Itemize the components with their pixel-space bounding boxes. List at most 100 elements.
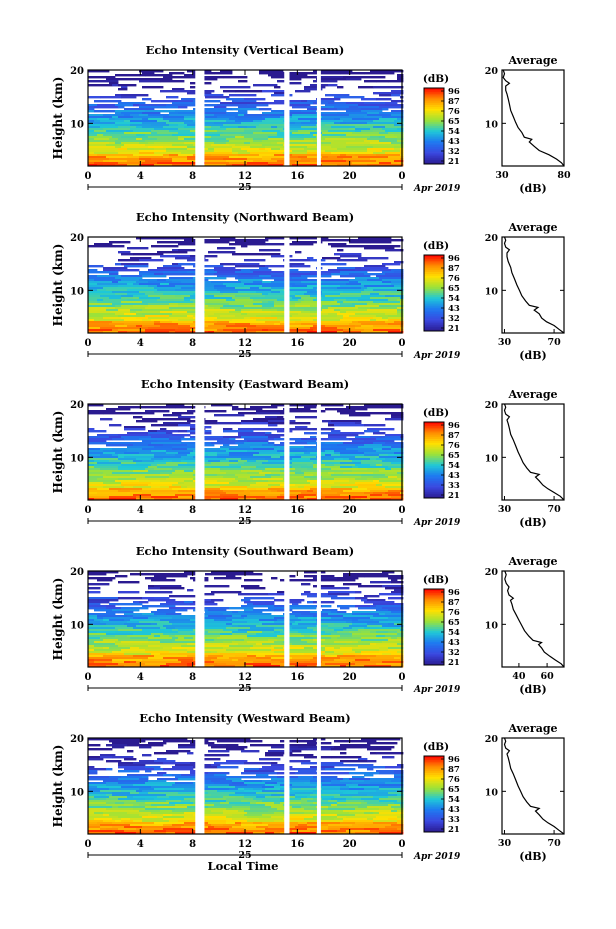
heatmap-cell <box>244 462 263 465</box>
colorbar-tick-label: 32 <box>448 147 460 157</box>
heatmap-cell <box>301 613 329 616</box>
heatmap-cell <box>304 406 317 409</box>
heatmap-cell <box>319 764 350 767</box>
heatmap-cell <box>220 635 227 638</box>
heatmap-cell <box>178 319 206 322</box>
heatmap-cell <box>358 281 383 284</box>
heatmap-cell <box>199 780 212 783</box>
heatmap-cell <box>379 798 404 801</box>
heatmap-cell <box>190 762 200 765</box>
heatmap-cell <box>277 126 287 129</box>
heatmap-cell <box>346 108 362 111</box>
heatmap-cell <box>196 134 221 137</box>
heatmap-cell <box>112 659 143 662</box>
heatmap-cell <box>118 798 146 801</box>
x-tick-label: 12 <box>238 171 252 182</box>
heatmap-cell <box>295 468 308 471</box>
heatmap-cell <box>103 132 125 135</box>
heatmap-cell <box>250 102 269 105</box>
heatmap-cell <box>292 603 299 606</box>
heatmap-cell <box>208 315 221 318</box>
heatmap-cell <box>163 768 194 771</box>
heatmap-cell <box>238 106 257 109</box>
heatmap-cell <box>220 309 236 312</box>
heatmap-cell <box>130 826 143 829</box>
heatmap-cell <box>310 579 338 582</box>
heatmap-cell <box>394 271 404 274</box>
heatmap-cell <box>289 82 302 85</box>
heatmap-cell <box>370 814 401 817</box>
heatmap-cell <box>334 740 353 743</box>
heatmap-cell <box>145 410 152 413</box>
heatmap-cell <box>163 444 188 447</box>
heatmap-cell <box>259 472 272 475</box>
heatmap-cell <box>265 772 278 775</box>
heatmap-cell <box>175 786 200 789</box>
heatmap-cell <box>322 492 338 495</box>
heatmap-cell <box>364 788 380 791</box>
heatmap-cell <box>166 450 194 453</box>
heatmap-cell <box>295 768 326 771</box>
heatmap-cell <box>139 80 161 83</box>
heatmap-cell <box>148 617 173 620</box>
colorbar-swatch <box>424 101 444 104</box>
heatmap-cell <box>145 144 173 147</box>
heatmap-cell <box>157 758 167 761</box>
heatmap-cell <box>271 289 284 292</box>
heatmap-cell <box>328 806 359 809</box>
heatmap-cell <box>283 160 311 163</box>
heatmap-cell <box>133 762 164 765</box>
heatmap-cell <box>364 247 395 250</box>
heatmap-cell <box>310 794 341 797</box>
heatmap-cell <box>163 273 194 276</box>
heatmap-cell <box>250 287 260 290</box>
heatmap-cell <box>145 770 152 773</box>
heatmap-cell <box>244 780 263 783</box>
heatmap-cell <box>391 824 404 827</box>
heatmap-cell <box>292 476 305 479</box>
heatmap-cell <box>397 478 404 481</box>
heatmap-cell <box>370 617 389 620</box>
heatmap-cell <box>250 142 272 145</box>
heatmap-cell <box>367 488 389 491</box>
colorbar-swatch <box>424 775 444 778</box>
heatmap-cell <box>217 740 236 743</box>
heatmap-cell <box>109 498 137 501</box>
heatmap-cell <box>382 484 404 487</box>
heatmap-cell <box>364 780 392 783</box>
heatmap-cell <box>244 770 275 773</box>
heatmap-cell <box>106 78 131 81</box>
heatmap-cell <box>262 293 269 296</box>
heatmap-cell <box>241 615 248 618</box>
heatmap-cell <box>364 424 386 427</box>
heatmap-cell <box>205 468 221 471</box>
heatmap-cell <box>292 806 302 809</box>
heatmap-cell <box>289 605 317 608</box>
heatmap-cell <box>232 746 248 749</box>
heatmap-cell <box>175 635 203 638</box>
heatmap-cell <box>88 331 104 334</box>
heatmap-cell <box>232 253 263 256</box>
heatmap-cell <box>262 281 272 284</box>
colorbar-swatch <box>424 431 444 434</box>
heatmap-cell <box>88 635 116 638</box>
heatmap-cell <box>133 806 146 809</box>
heatmap-cell <box>211 136 236 139</box>
colorbar-swatch <box>424 452 444 455</box>
heatmap-cell <box>106 760 122 763</box>
heatmap-cell <box>268 460 281 463</box>
heatmap-cell <box>328 436 347 439</box>
heatmap-cell <box>118 162 143 165</box>
heatmap-cell <box>286 601 302 604</box>
heatmap-cell <box>103 269 116 272</box>
heatmap-cell <box>376 484 383 487</box>
heatmap-cell <box>88 279 95 282</box>
heatmap-cell <box>388 315 404 318</box>
heatmap-cell <box>382 464 404 467</box>
heatmap-cell <box>301 126 332 129</box>
heatmap-cell <box>148 303 170 306</box>
heatmap-cell <box>88 655 104 658</box>
date-day: 25 <box>238 516 251 527</box>
x-tick-label: 20 <box>343 505 357 516</box>
heatmap-cell <box>259 148 266 151</box>
